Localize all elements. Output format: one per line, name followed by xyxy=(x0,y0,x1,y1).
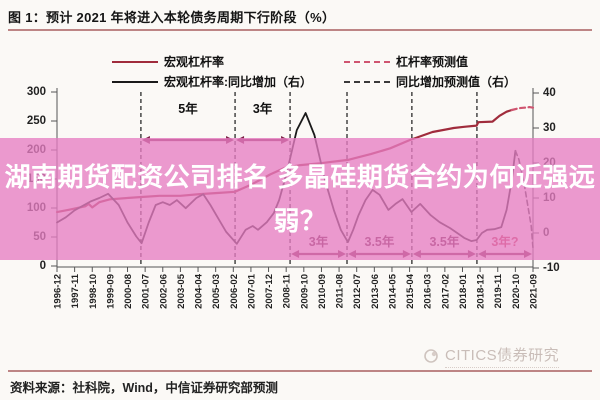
svg-text:2016-03: 2016-03 xyxy=(423,274,434,309)
svg-text:2019-11: 2019-11 xyxy=(493,273,504,308)
svg-text:2018-01: 2018-01 xyxy=(458,273,469,309)
svg-text:5年: 5年 xyxy=(178,101,198,116)
figure-title: 图 1：预计 2021 年将进入本轮债务周期下行阶段（%） xyxy=(8,10,336,25)
svg-text:2011-08: 2011-08 xyxy=(335,274,346,308)
legend-dashed-line-swatch xyxy=(344,60,390,63)
svg-text:3年: 3年 xyxy=(253,101,273,116)
svg-text:2021-09: 2021-09 xyxy=(529,274,540,309)
svg-text:2005-03: 2005-03 xyxy=(211,274,222,309)
legend-label: 宏观杠杆率 xyxy=(164,55,225,69)
promo-overlay-band: 湖南期货配资公司排名 多晶硅期货合约为何近强远弱？ xyxy=(0,138,600,260)
svg-text:1999-09: 1999-09 xyxy=(105,274,116,309)
chart-legend: 宏观杠杆率 杠杆率预测值 宏观杠杆率:同比增加（右） 同比增加预测值（右） xyxy=(112,53,516,90)
svg-text:2010-09: 2010-09 xyxy=(317,274,328,309)
svg-text:1998-10: 1998-10 xyxy=(88,274,99,309)
svg-text:2009-10: 2009-10 xyxy=(299,274,310,309)
svg-text:2001-07: 2001-07 xyxy=(141,274,152,309)
svg-text:2012-07: 2012-07 xyxy=(352,274,363,309)
svg-text:2008-11: 2008-11 xyxy=(282,273,293,308)
watermark: CITICS债券研究 xyxy=(423,344,560,368)
legend-item-yoy-forecast: 同比增加预测值（右） xyxy=(344,73,516,90)
legend-label: 杠杆率预测值 xyxy=(396,55,469,69)
svg-text:2020-10: 2020-10 xyxy=(511,274,522,309)
legend-item-leverage-forecast: 杠杆率预测值 xyxy=(344,53,516,70)
svg-text:2004-04: 2004-04 xyxy=(194,273,205,309)
citics-logo-icon xyxy=(424,348,438,363)
svg-text:-10: -10 xyxy=(543,262,560,274)
svg-text:2000-08: 2000-08 xyxy=(123,274,134,309)
svg-text:0: 0 xyxy=(40,260,46,272)
title-divider xyxy=(8,29,592,31)
svg-text:1996-12: 1996-12 xyxy=(53,274,64,309)
svg-text:250: 250 xyxy=(27,115,46,127)
svg-text:2018-12: 2018-12 xyxy=(476,274,487,309)
legend-solid-line-swatch xyxy=(112,80,158,83)
svg-text:1997-11: 1997-11 xyxy=(70,273,81,308)
svg-text:40: 40 xyxy=(543,87,556,99)
svg-text:2007-01: 2007-01 xyxy=(246,273,257,309)
bottom-divider xyxy=(8,370,592,372)
source-note: 资料来源：社科院，Wind，中信证券研究部预测 xyxy=(10,381,278,395)
svg-text:2002-06: 2002-06 xyxy=(158,274,169,309)
legend-label: 宏观杠杆率:同比增加（右） xyxy=(164,75,312,89)
legend-item-yoy: 宏观杠杆率:同比增加（右） xyxy=(112,73,344,90)
svg-text:2014-05: 2014-05 xyxy=(387,273,398,309)
legend-item-leverage: 宏观杠杆率 xyxy=(112,53,344,70)
svg-text:2013-06: 2013-06 xyxy=(370,274,381,309)
svg-text:300: 300 xyxy=(27,86,46,98)
svg-text:2017-02: 2017-02 xyxy=(440,274,451,309)
legend-dashed-line-swatch xyxy=(344,80,390,83)
svg-text:2007-12: 2007-12 xyxy=(264,274,275,309)
svg-text:30: 30 xyxy=(543,122,556,134)
watermark-text: CITICS债券研究 xyxy=(445,344,560,368)
promo-headline: 湖南期货配资公司排名 多晶硅期货合约为何近强远弱？ xyxy=(4,161,596,236)
svg-text:2003-05: 2003-05 xyxy=(176,273,187,309)
svg-text:2015-04: 2015-04 xyxy=(405,273,416,309)
legend-label: 同比增加预测值（右） xyxy=(396,75,517,89)
svg-text:2006-02: 2006-02 xyxy=(229,274,240,309)
legend-solid-line-swatch xyxy=(112,60,158,63)
